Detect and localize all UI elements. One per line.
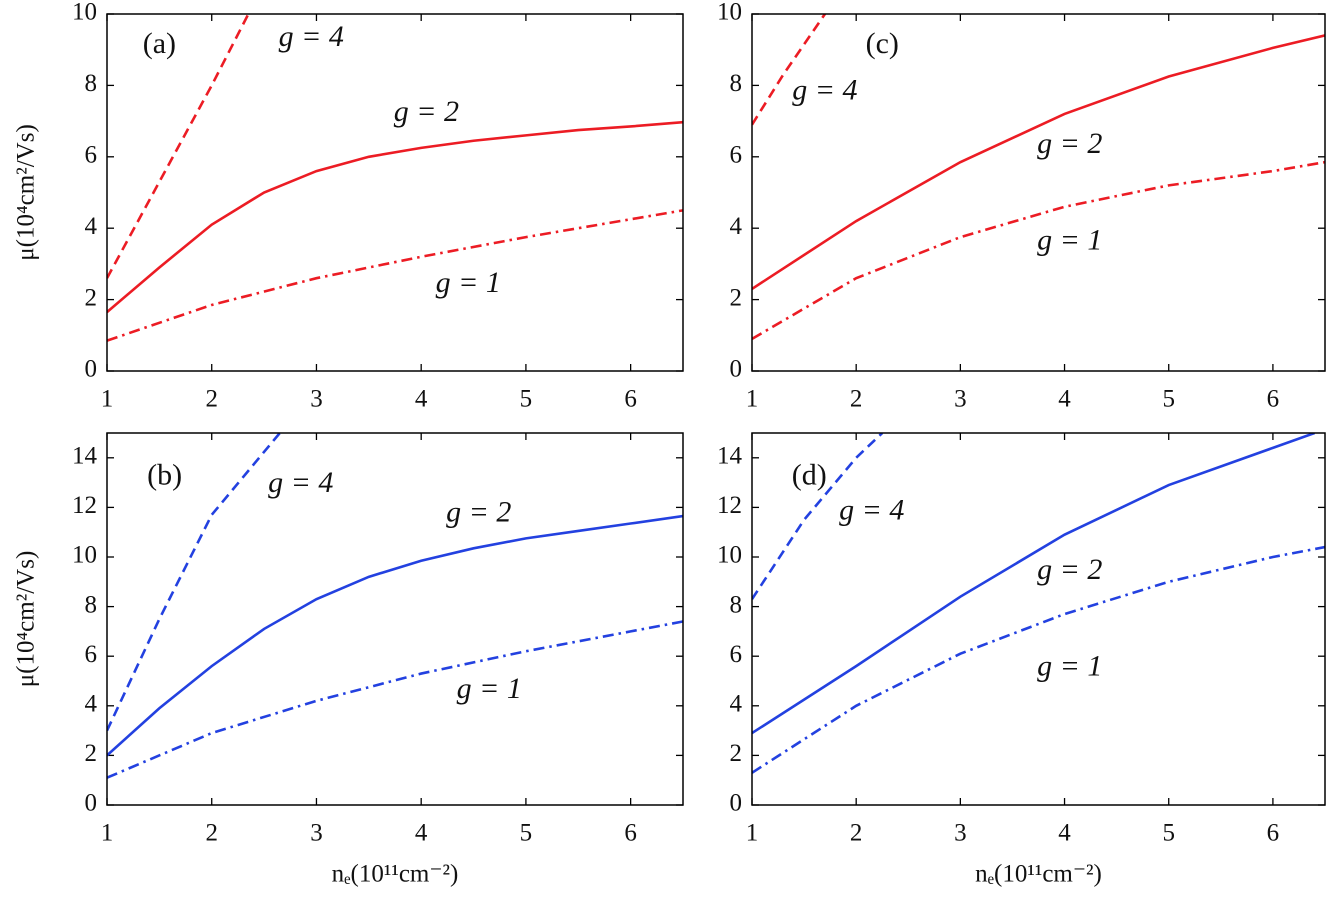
data-line (752, 34, 1325, 290)
y-tick-label: 6 (730, 142, 743, 169)
plot-frame (106, 13, 684, 372)
y-tick-label: 8 (85, 70, 98, 97)
x-tick-label: 1 (746, 820, 759, 847)
y-tick-label: 2 (85, 740, 98, 767)
x-tick-label: 4 (415, 386, 428, 413)
data-line (752, 545, 1325, 774)
series-label: g = 4 (279, 20, 344, 53)
series-label: g = 4 (839, 493, 904, 526)
y-tick-label: 0 (730, 356, 743, 383)
y-tick-label: 0 (730, 790, 743, 817)
x-tick-label: 6 (1267, 820, 1280, 847)
data-line (752, 433, 884, 600)
x-tick-label: 3 (310, 386, 323, 413)
x-tick-label: 3 (954, 820, 967, 847)
series-label: g = 4 (792, 73, 857, 106)
y-tick-label: 12 (717, 492, 742, 519)
y-tick-label: 2 (730, 284, 743, 311)
y-tick-label: 4 (85, 213, 98, 240)
y-tick-label: 10 (717, 542, 742, 569)
panel-label: (d) (792, 459, 827, 492)
plot-frame (751, 432, 1326, 806)
y-tick-label: 10 (717, 0, 742, 26)
x-tick-label: 4 (1058, 386, 1071, 413)
x-tick-label: 2 (205, 386, 218, 413)
data-line (107, 514, 683, 757)
y-tick-label: 14 (72, 443, 98, 470)
x-tick-label: 2 (850, 386, 863, 413)
x-tick-label: 2 (205, 820, 218, 847)
x-tick-label: 5 (1162, 386, 1175, 413)
x-tick-label: 1 (746, 386, 759, 413)
y-tick-label: 14 (717, 443, 743, 470)
y-tick-label: 10 (72, 542, 97, 569)
y-tick-label: 4 (85, 691, 98, 718)
y-tick-label: 8 (730, 591, 743, 618)
panel-label: (b) (147, 459, 182, 492)
y-tick-label: 4 (730, 213, 743, 240)
x-tick-label: 4 (415, 820, 428, 847)
y-axis-label: μ(10⁴cm²/Vs) (13, 551, 40, 688)
y-axis-label: μ(10⁴cm²/Vs) (13, 124, 40, 261)
y-tick-label: 6 (85, 142, 98, 169)
series-label: g = 2 (1037, 553, 1102, 586)
y-tick-label: 6 (85, 641, 98, 668)
y-tick-label: 0 (85, 356, 98, 383)
series-label: g = 1 (1037, 223, 1102, 256)
series-label: g = 2 (394, 95, 459, 128)
y-tick-label: 6 (730, 641, 743, 668)
y-tick-label: 4 (730, 691, 743, 718)
series-label: g = 1 (1037, 649, 1102, 682)
data-line (107, 120, 683, 314)
x-tick-label: 3 (310, 820, 323, 847)
series-label: g = 4 (268, 466, 333, 499)
data-line (107, 620, 683, 779)
x-tick-label: 2 (850, 820, 863, 847)
data-line (752, 14, 826, 126)
panel: 1 2 3 4 5 6 0 2 4 6 8 10 g = 4 g = 2 g = 1 (c) (717, 0, 1326, 413)
data-line (107, 209, 683, 342)
data-line (107, 14, 250, 279)
series-label: g = 2 (1037, 127, 1102, 160)
x-tick-label: 1 (101, 386, 114, 413)
data-line (752, 433, 1316, 735)
panel-label: (a) (143, 27, 176, 60)
y-tick-label: 2 (85, 284, 98, 311)
x-tick-label: 6 (1267, 386, 1280, 413)
x-axis-label: nₑ(10¹¹cm⁻²) (332, 861, 459, 888)
y-tick-label: 12 (72, 492, 97, 519)
series-label: g = 1 (457, 672, 522, 705)
y-tick-label: 8 (730, 70, 743, 97)
x-axis-label: nₑ(10¹¹cm⁻²) (975, 861, 1102, 888)
x-tick-label: 1 (101, 820, 114, 847)
x-tick-label: 6 (624, 820, 637, 847)
x-tick-label: 5 (520, 820, 533, 847)
series-label: g = 2 (446, 496, 511, 529)
panel-label: (c) (866, 27, 899, 60)
x-tick-label: 6 (624, 386, 637, 413)
y-tick-label: 10 (72, 0, 97, 26)
y-tick-label: 0 (85, 790, 98, 817)
x-tick-label: 5 (520, 386, 533, 413)
y-tick-label: 2 (730, 740, 743, 767)
data-line (107, 433, 281, 732)
x-tick-label: 3 (954, 386, 967, 413)
panel: 1 2 3 4 5 6 0 2 4 6 8 10 g = 4 g = 2 g = 1 (a) μ(10⁴cm²/… (13, 0, 684, 413)
data-line (752, 160, 1325, 340)
x-tick-label: 5 (1162, 820, 1175, 847)
y-tick-label: 8 (85, 591, 98, 618)
x-tick-label: 4 (1058, 820, 1071, 847)
plot-frame (106, 432, 684, 806)
series-label: g = 1 (436, 266, 501, 299)
plot-frame (751, 13, 1326, 372)
